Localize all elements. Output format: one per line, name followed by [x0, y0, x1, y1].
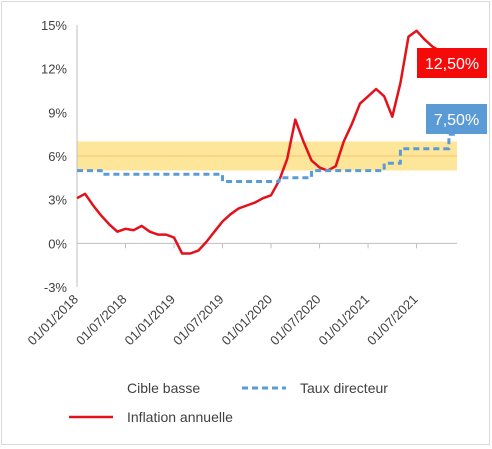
y-tick-label: 0% — [48, 236, 67, 251]
x-tick-label: 01/01/2020 — [219, 292, 276, 349]
x-tick-label: 01/01/2019 — [122, 292, 179, 349]
y-tick-label: 15% — [41, 18, 67, 33]
callout-label: 7,50% — [434, 112, 479, 129]
legend-label: Inflation annuelle — [127, 409, 233, 425]
callout-label: 12,50% — [425, 56, 479, 73]
inflation-line — [76, 29, 450, 255]
x-tick-label: 01/07/2019 — [170, 292, 227, 349]
x-tick-label: 01/01/2021 — [316, 292, 373, 349]
y-tick-label: -3% — [44, 280, 68, 295]
x-tick-label: 01/07/2021 — [364, 292, 421, 349]
callout-box — [417, 48, 487, 78]
x-tick-label: 01/07/2020 — [267, 292, 324, 349]
y-tick-label: 12% — [41, 62, 67, 77]
x-tick-label: 01/07/2018 — [73, 292, 130, 349]
legend-label: Taux directeur — [300, 380, 388, 396]
y-tick-label: 9% — [48, 105, 67, 120]
callout-box — [426, 104, 487, 134]
taux-directeur-line — [77, 132, 457, 183]
y-tick-label: 3% — [48, 193, 67, 208]
x-tick-label: 01/01/2018 — [24, 292, 81, 349]
legend-label: Cible basse — [127, 380, 200, 396]
y-tick-label: 6% — [48, 149, 67, 164]
